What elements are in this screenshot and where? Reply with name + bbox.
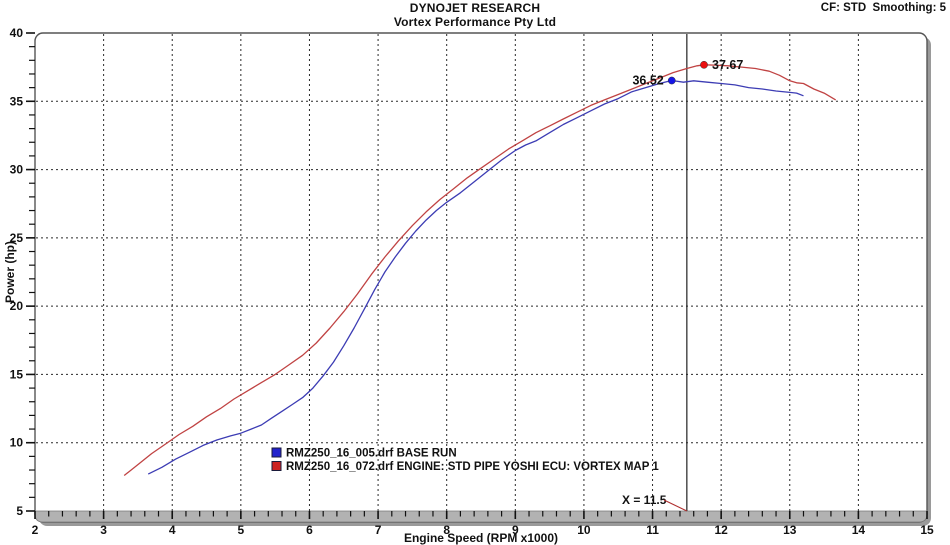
x-tick-label: 3 (100, 523, 107, 537)
y-tick-label: 25 (10, 231, 24, 245)
x-tick-label: 14 (852, 523, 866, 537)
x-tick-label: 9 (512, 523, 519, 537)
report-subtitle: Vortex Performance Pty Ltd (393, 15, 557, 29)
x-axis-title: Engine Speed (RPM x1000) (404, 531, 558, 545)
plot-area[interactable] (34, 32, 928, 523)
power-curve-base-run (147, 79, 804, 475)
y-tick-label: 10 (10, 436, 24, 450)
x-tick-label: 10 (577, 523, 591, 537)
x-tick-label: 4 (169, 523, 176, 537)
legend-swatch-base (271, 447, 282, 458)
x-tick-label: 11 (646, 523, 659, 537)
report-title: DYNOJET RESEARCH (409, 1, 541, 15)
x-tick-label: 6 (306, 523, 313, 537)
legend-swatch-modified (271, 461, 282, 471)
legend-run-label: RMZ250_16_005.drf BASE RUN (286, 448, 457, 460)
x-tick-label: 13 (783, 523, 797, 537)
legend-run-label: RMZ250_16_072.drf ENGINE: STD PIPE YOSHI… (286, 461, 659, 473)
peak-marker-modified (700, 60, 708, 69)
y-tick-label: 30 (10, 163, 24, 177)
y-tick-label: 15 (10, 367, 24, 381)
peak-power-value: 37.67 (712, 58, 743, 72)
y-tick-label: 20 (10, 299, 24, 313)
y-tick-label: 5 (16, 504, 23, 518)
y-tick-label: 35 (10, 94, 24, 108)
x-tick-label: 8 (443, 523, 450, 537)
x-tick-label: 7 (375, 523, 382, 537)
cursor-x-value-label: X = 11.5 (622, 493, 667, 507)
y-axis-title: Power (hp) (3, 241, 17, 303)
x-tick-label: 2 (32, 523, 39, 537)
x-tick-label: 5 (238, 523, 245, 537)
peak-power-value: 36.52 (632, 74, 663, 88)
power-curve-modified (123, 64, 837, 477)
x-axis-bar (34, 510, 928, 523)
report-header: DYNOJET RESEARCH Vortex Performance Pty … (0, 1, 950, 29)
correction-smoothing-info: CF: STD Smoothing: 5 (820, 2, 946, 14)
x-tick-label: 12 (714, 523, 728, 537)
cursor-pointer-line (663, 499, 688, 512)
y-tick-label: 40 (10, 26, 24, 40)
peak-marker-base (667, 76, 676, 85)
x-tick-label: 15 (920, 523, 934, 537)
